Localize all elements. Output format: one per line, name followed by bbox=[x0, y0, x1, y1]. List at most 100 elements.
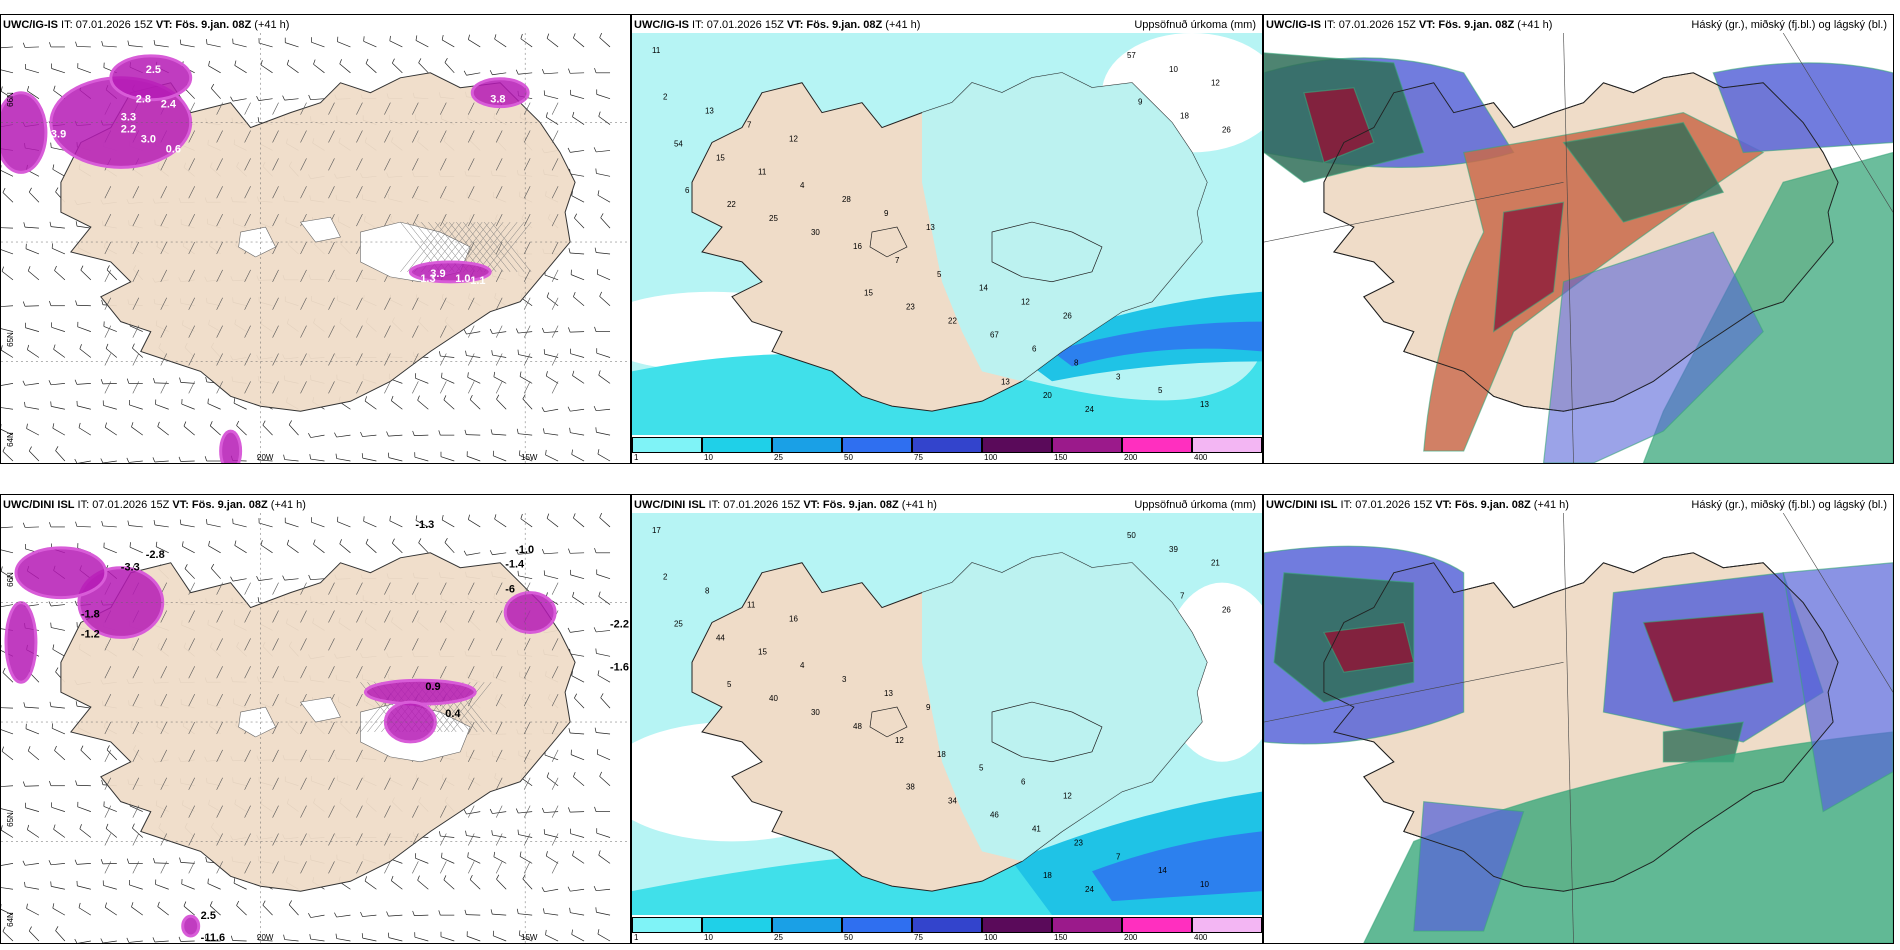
wind-barb bbox=[129, 404, 143, 410]
wind-barb-flag bbox=[386, 911, 389, 917]
wind-barb bbox=[244, 381, 251, 394]
wind-barb-flag bbox=[520, 513, 523, 519]
colorbar-swatch bbox=[772, 437, 842, 453]
wind-barb bbox=[216, 269, 223, 282]
precip-value: 13 bbox=[705, 107, 714, 116]
wind-barb bbox=[160, 269, 168, 282]
wind-barb-flag bbox=[516, 908, 519, 914]
wind-barb bbox=[596, 408, 611, 412]
precip-value: 8 bbox=[705, 587, 710, 596]
precip-value: 9 bbox=[926, 703, 931, 712]
wind-barb-flag bbox=[22, 301, 26, 307]
wind-barb-flag bbox=[493, 371, 496, 377]
wind-barb bbox=[356, 158, 363, 171]
wind-barb-flag bbox=[101, 779, 104, 785]
wind-barb bbox=[496, 398, 507, 410]
wind-barb-flag bbox=[597, 929, 600, 935]
wind-barb bbox=[518, 913, 533, 916]
wind-barb bbox=[467, 805, 475, 818]
glacier-outline bbox=[991, 221, 1103, 283]
wind-barb bbox=[216, 694, 223, 707]
wind-barb bbox=[518, 834, 533, 838]
wind-barb bbox=[216, 186, 223, 199]
panel-title: UWC/DINI ISL IT: 07.01.2026 15Z VT: Fös.… bbox=[1266, 499, 1887, 511]
wind-barb-flag bbox=[541, 807, 545, 813]
value-label: -11.6 bbox=[201, 932, 225, 943]
wind-barb bbox=[272, 325, 279, 338]
wind-barb-flag bbox=[257, 455, 259, 461]
wind-barb bbox=[77, 806, 91, 812]
wind-barb bbox=[495, 297, 503, 310]
wind-barb-flag bbox=[515, 69, 519, 75]
wind-barb bbox=[188, 297, 195, 310]
precip-value: 23 bbox=[1074, 838, 1083, 847]
wind-barb-flag bbox=[183, 421, 187, 427]
wind-barb bbox=[105, 348, 118, 358]
colorbar-tick-label: 10 bbox=[704, 933, 713, 942]
wind-barb bbox=[440, 130, 447, 143]
wind-barb-flag bbox=[438, 831, 441, 837]
precip-value: 44 bbox=[716, 633, 725, 642]
wind-barb bbox=[105, 907, 118, 916]
wind-barb-flag bbox=[206, 39, 208, 45]
wind-barb bbox=[496, 878, 507, 890]
wind-barb-flag bbox=[391, 875, 394, 881]
wind-barb-flag bbox=[515, 328, 519, 334]
value-label: 0.6 bbox=[166, 143, 181, 155]
precip-value: 15 bbox=[758, 647, 767, 656]
wind-barb-flag bbox=[546, 772, 550, 778]
hatch-line bbox=[451, 682, 492, 733]
wind-barb-flag bbox=[519, 930, 521, 936]
wind-barb bbox=[216, 638, 223, 651]
precip-colorbar: 1 10 25 50 75 100 150 200 400 bbox=[632, 435, 1262, 463]
wind-barb-flag bbox=[572, 850, 575, 856]
wind-barb bbox=[412, 158, 419, 171]
wind-barb bbox=[328, 297, 335, 310]
wind-barb bbox=[573, 37, 585, 48]
wind-barb-flag bbox=[1, 746, 5, 752]
wind-barb bbox=[596, 732, 611, 735]
wind-barb bbox=[597, 674, 611, 683]
wind-barb bbox=[244, 582, 251, 595]
wind-barb-flag bbox=[568, 248, 571, 254]
wind-barb bbox=[208, 545, 221, 554]
wind-barb-flag bbox=[441, 515, 444, 521]
wind-barb bbox=[466, 455, 481, 462]
wind-barb bbox=[596, 150, 611, 153]
wind-barb bbox=[25, 886, 40, 890]
wind-barb bbox=[440, 582, 447, 595]
wind-barb bbox=[160, 749, 168, 762]
wind-barb bbox=[467, 582, 475, 595]
wind-barb bbox=[300, 610, 307, 623]
wind-barb bbox=[356, 833, 363, 846]
wind-barb bbox=[104, 214, 112, 227]
wind-barb bbox=[188, 833, 195, 846]
value-label: 3.3 bbox=[121, 112, 136, 124]
precip-value: 7 bbox=[1116, 852, 1121, 861]
wind-barb bbox=[236, 425, 247, 436]
wind-barb bbox=[596, 653, 611, 657]
wind-barb bbox=[132, 666, 140, 679]
cloud-layer bbox=[1782, 562, 1893, 813]
wind-barb bbox=[571, 454, 585, 462]
wind-barb bbox=[599, 37, 611, 48]
wind-barb bbox=[188, 130, 195, 143]
wind-barb-flag bbox=[104, 902, 107, 908]
precip-value: 26 bbox=[1063, 312, 1072, 321]
wind-barb bbox=[1, 170, 14, 177]
wind-barb-flag bbox=[208, 540, 210, 546]
precip-value: 5 bbox=[937, 270, 942, 279]
wind-barb bbox=[417, 880, 429, 890]
hatch-line bbox=[477, 221, 518, 273]
wind-barb-flag bbox=[541, 549, 545, 554]
wind-barb-flag bbox=[489, 328, 493, 334]
wind-barb bbox=[51, 627, 65, 631]
precip-value: 67 bbox=[990, 331, 999, 340]
wind-barb bbox=[551, 130, 559, 143]
wind-barb-flag bbox=[335, 453, 338, 459]
value-label: 1.1 bbox=[470, 275, 485, 287]
wind-barb bbox=[76, 705, 91, 709]
wind-barb bbox=[77, 885, 91, 890]
wind-barb bbox=[495, 805, 503, 818]
precip-value: 10 bbox=[1169, 65, 1178, 74]
